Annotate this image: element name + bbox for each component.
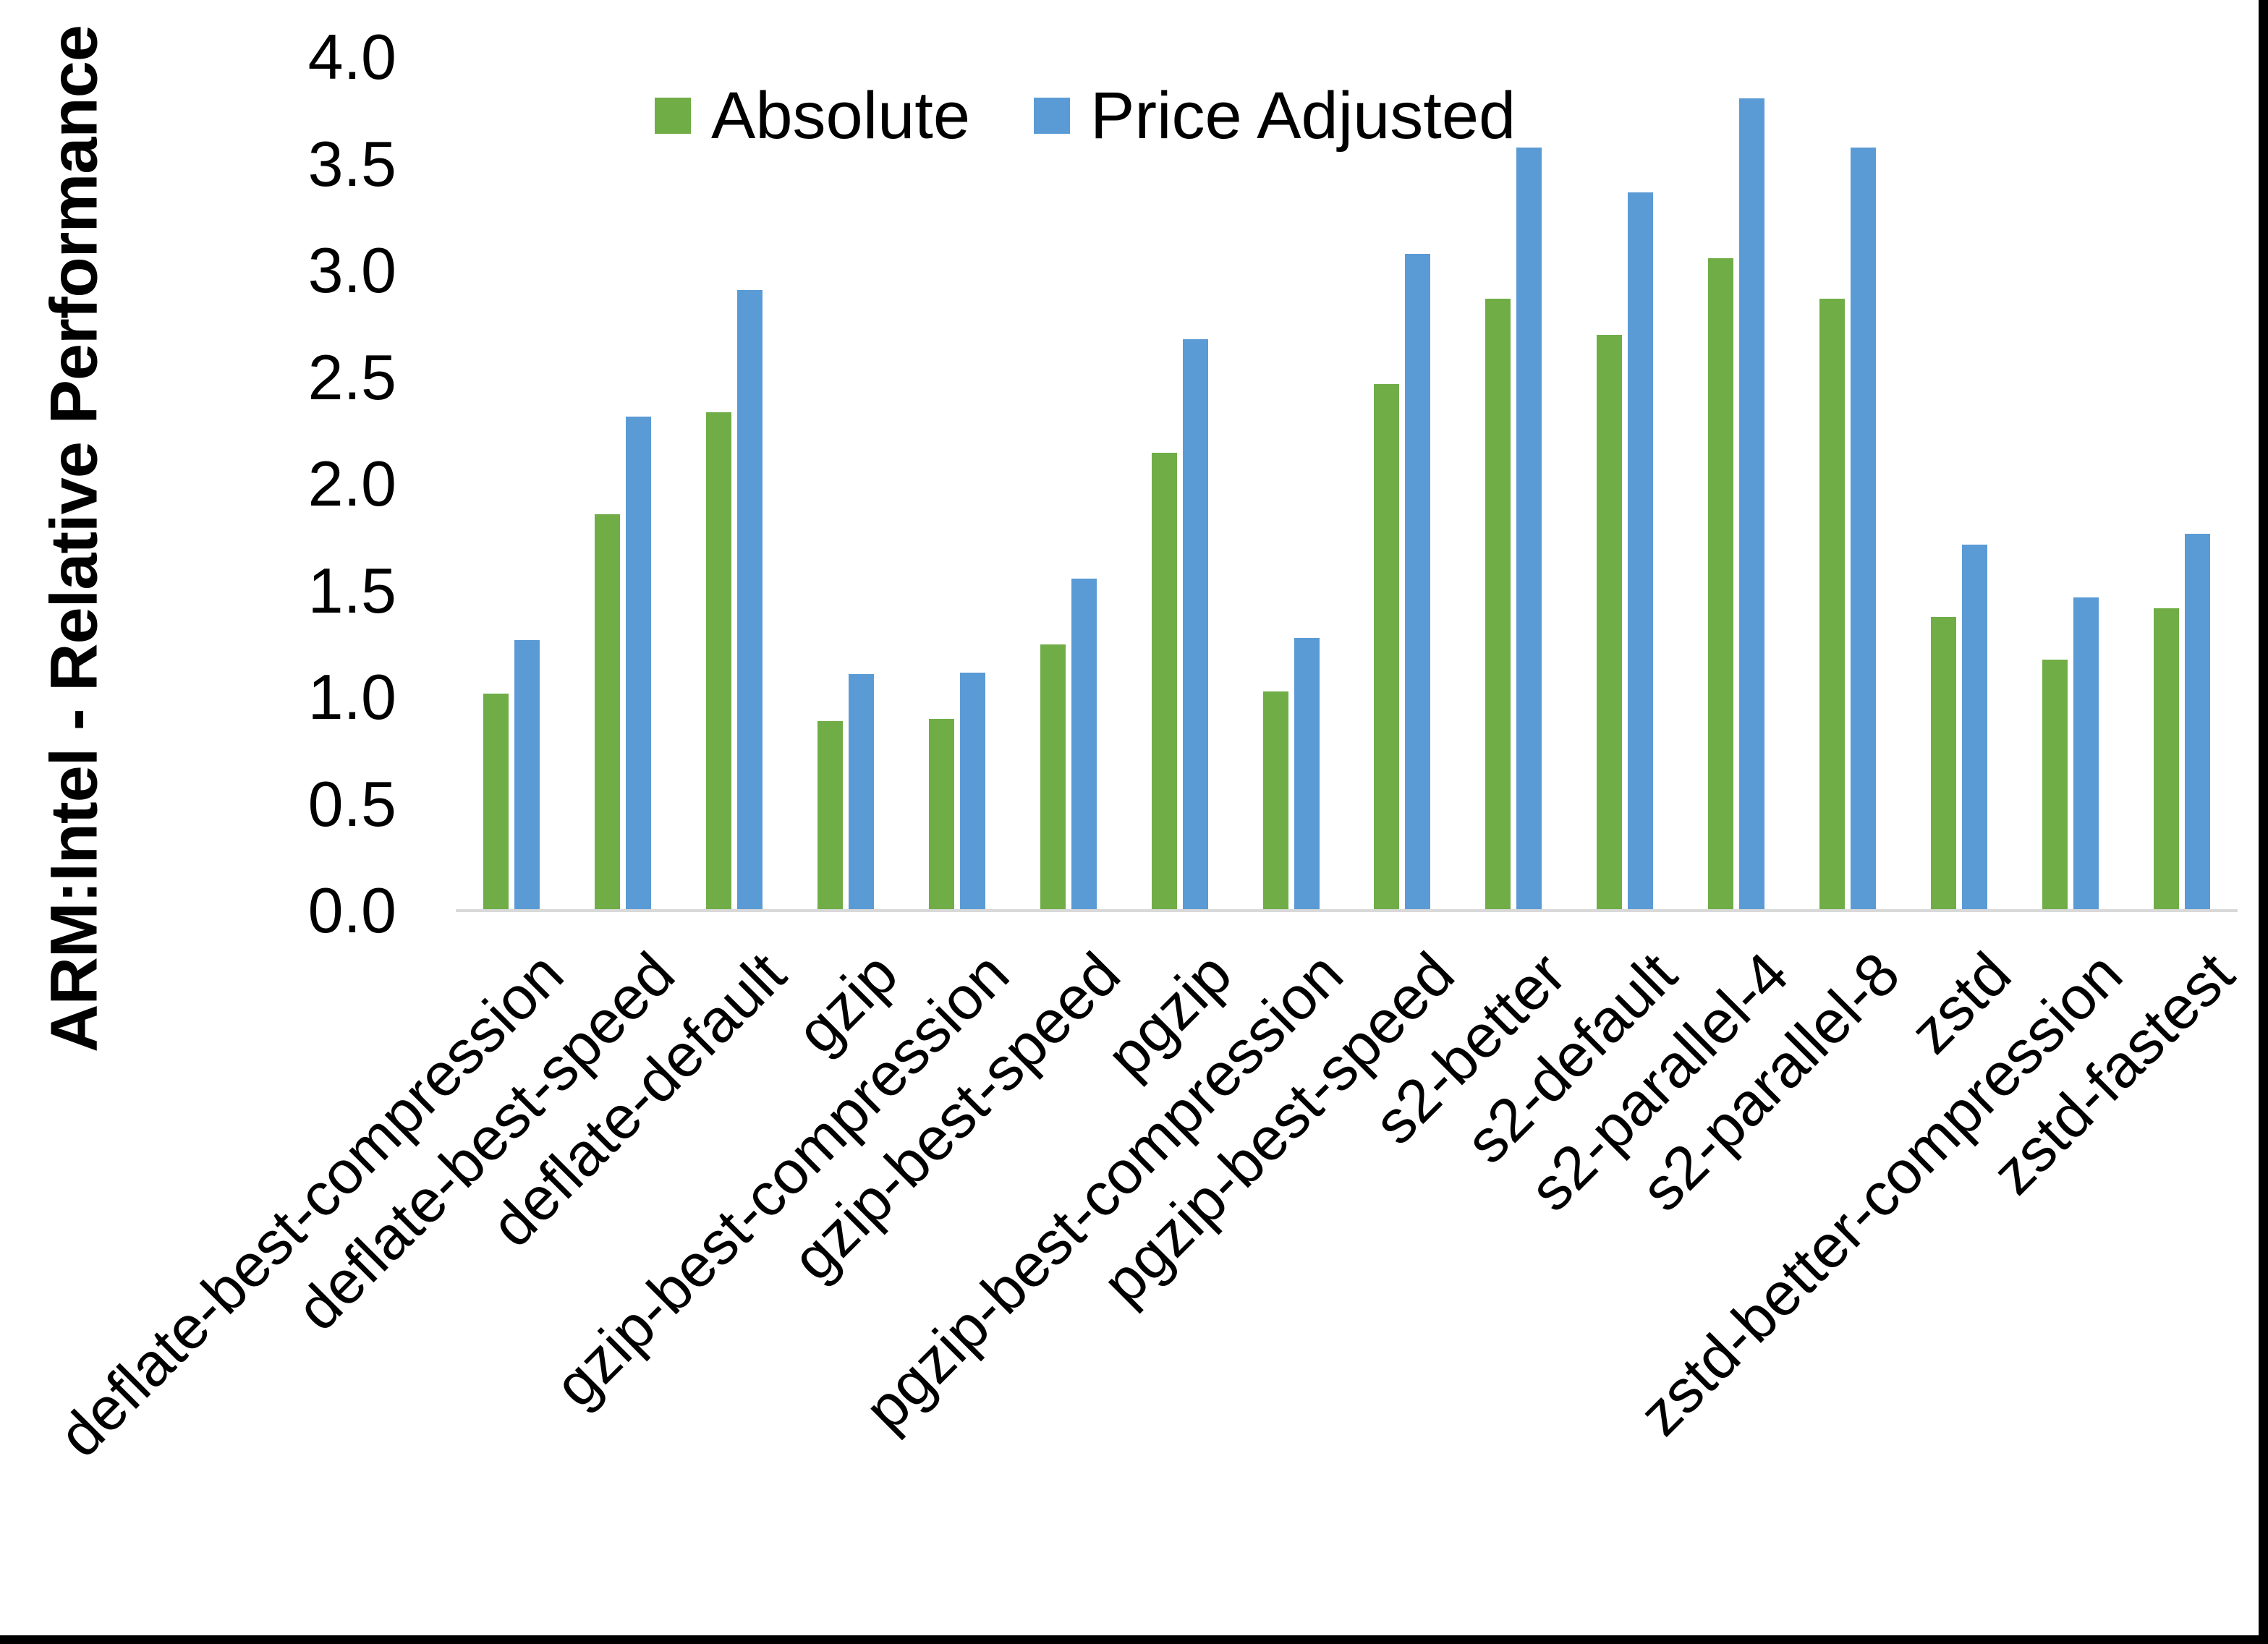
legend-swatch-icon xyxy=(655,98,691,134)
bar-absolute-zstd-better-compression xyxy=(2042,660,2068,909)
bar-price-adjusted-deflate-best-compression xyxy=(514,640,540,909)
bar-absolute-s2-parallel-8 xyxy=(1819,299,1845,909)
bar-price-adjusted-zstd-better-compression xyxy=(2073,597,2099,909)
y-tick-label: 4.0 xyxy=(307,21,396,93)
bar-absolute-s2-default xyxy=(1597,335,1622,909)
legend-item-absolute: Absolute xyxy=(655,78,970,154)
bar-price-adjusted-deflate-default xyxy=(737,290,763,909)
bar-absolute-s2-better xyxy=(1485,299,1511,909)
bar-absolute-gzip-best-speed xyxy=(1040,644,1066,909)
legend-item-price-adjusted: Price Adjusted xyxy=(1034,78,1516,154)
bar-price-adjusted-zstd-fastest xyxy=(2185,534,2210,909)
legend-label: Absolute xyxy=(711,78,971,153)
legend-label: Price Adjusted xyxy=(1090,78,1516,153)
bar-absolute-zstd-fastest xyxy=(2154,608,2179,909)
x-axis-line xyxy=(456,909,2238,912)
legend-swatch-icon xyxy=(1034,98,1071,134)
bar-price-adjusted-s2-default xyxy=(1628,192,1653,909)
bar-absolute-gzip-best-compression xyxy=(929,719,954,909)
bar-absolute-deflate-best-compression xyxy=(483,694,509,909)
bar-price-adjusted-gzip-best-compression xyxy=(960,673,985,909)
y-tick-label: 0.5 xyxy=(307,767,396,840)
bar-price-adjusted-zstd xyxy=(1962,545,1987,909)
y-tick-label: 0.0 xyxy=(307,874,396,946)
legend: Absolute Price Adjusted xyxy=(655,77,1516,155)
bar-absolute-pgzip-best-compression xyxy=(1263,691,1288,909)
bar-absolute-zstd xyxy=(1931,617,1956,909)
bar-price-adjusted-s2-parallel-4 xyxy=(1739,98,1764,909)
bar-price-adjusted-pgzip-best-speed xyxy=(1405,254,1430,909)
bar-absolute-s2-parallel-4 xyxy=(1708,258,1733,909)
bar-absolute-deflate-default xyxy=(706,412,731,909)
y-tick-label: 3.5 xyxy=(307,127,396,200)
bar-price-adjusted-gzip xyxy=(849,674,874,909)
bar-absolute-deflate-best-speed xyxy=(595,514,620,909)
y-tick-label: 2.0 xyxy=(307,448,396,519)
bar-price-adjusted-s2-better xyxy=(1516,148,1542,909)
bar-price-adjusted-pgzip-best-compression xyxy=(1294,638,1320,909)
y-tick-label: 1.0 xyxy=(307,661,396,733)
y-tick-label: 1.5 xyxy=(307,554,396,626)
y-tick-label: 3.0 xyxy=(307,234,396,306)
screenshot-right-border xyxy=(2259,0,2268,1644)
bar-price-adjusted-deflate-best-speed xyxy=(626,417,651,909)
bar-absolute-pgzip xyxy=(1152,453,1177,909)
bar-price-adjusted-s2-parallel-8 xyxy=(1851,148,1876,909)
y-tick-label: 2.5 xyxy=(307,341,396,413)
bar-absolute-pgzip-best-speed xyxy=(1374,384,1399,909)
bar-price-adjusted-pgzip xyxy=(1183,339,1208,909)
bar-price-adjusted-gzip-best-speed xyxy=(1071,579,1097,909)
screenshot-bottom-border xyxy=(0,1635,2268,1644)
y-axis-title: ARM:Intel - Relative Performance xyxy=(37,25,111,1052)
bar-absolute-gzip xyxy=(817,721,843,909)
